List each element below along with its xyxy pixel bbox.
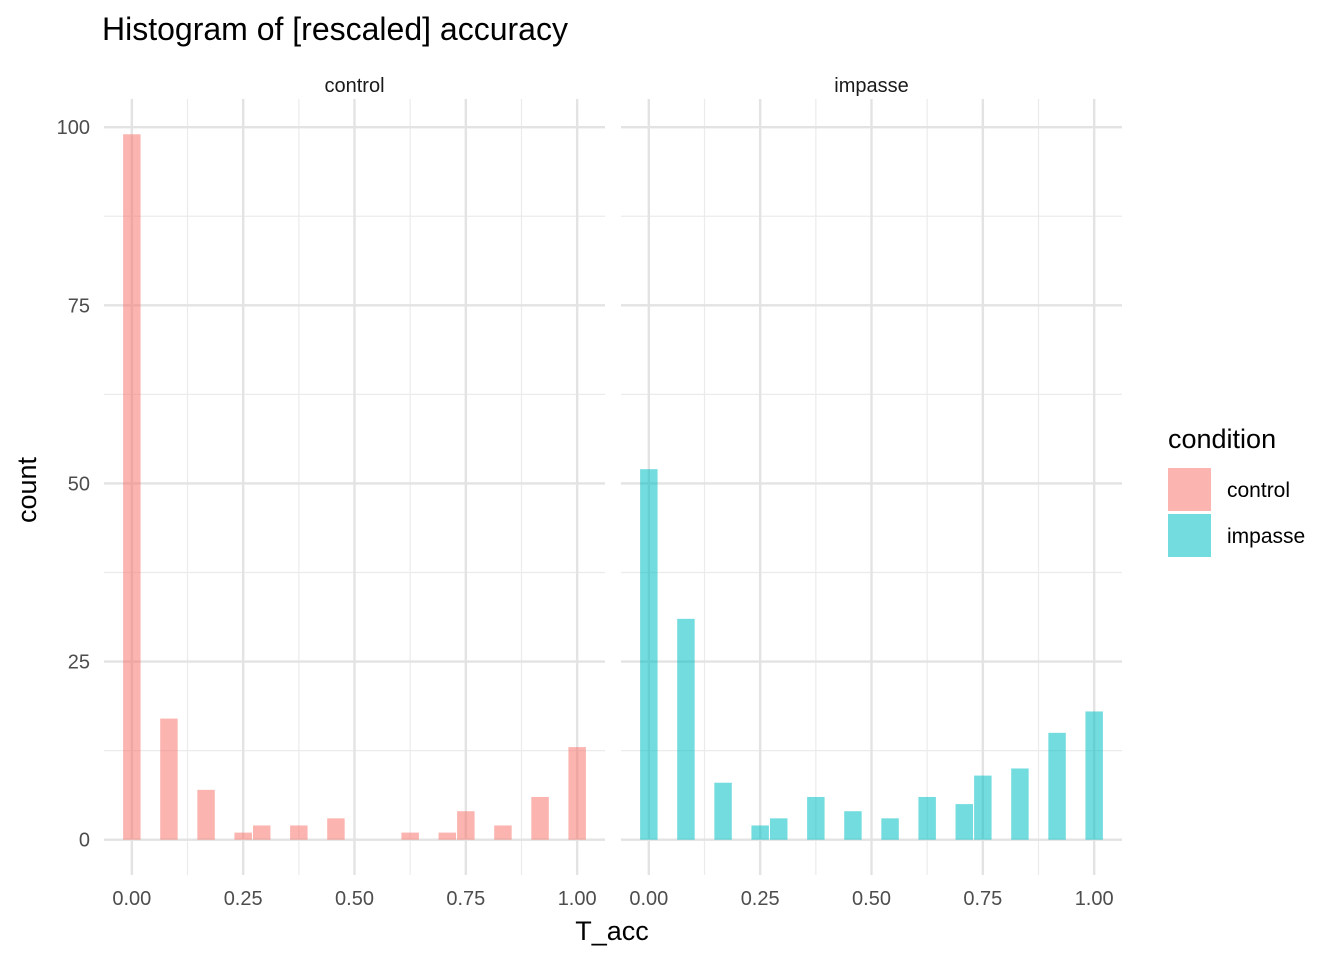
facet-label-control: control (324, 75, 384, 97)
histogram-bar (160, 718, 178, 840)
facet-panel-impasse: impasse 0.00 0.25 0.50 0.75 1.00 (621, 75, 1122, 910)
x-tick-label: 0.00 (629, 888, 668, 910)
histogram-bar (327, 818, 345, 840)
histogram-bar (290, 825, 308, 840)
x-tick-label: 0.50 (335, 888, 374, 910)
y-tick-label: 50 (68, 473, 90, 495)
histogram-bar (401, 832, 419, 840)
histogram-bar (770, 818, 788, 840)
legend-key-control (1168, 468, 1211, 511)
histogram-bar (955, 804, 973, 840)
x-tick-label: 0.75 (963, 888, 1002, 910)
histogram-bar (197, 789, 215, 840)
y-tick-label: 100 (57, 117, 90, 139)
chart-title: Histogram of [rescaled] accuracy (102, 11, 568, 47)
x-tick-label: 0.75 (446, 888, 485, 910)
facet-label-impasse: impasse (834, 75, 908, 97)
histogram-bar (714, 782, 732, 840)
legend-entries: control impasse (1168, 468, 1305, 557)
y-axis-label: count (12, 456, 42, 523)
histogram-bar (123, 134, 141, 840)
x-tick-label: 1.00 (558, 888, 597, 910)
histogram-bar (568, 747, 586, 840)
histogram-bar (234, 832, 252, 840)
x-axis-label: T_acc (575, 916, 649, 946)
histogram-bar (844, 811, 862, 840)
histogram-bar (1048, 732, 1066, 840)
x-tick-label: 0.50 (852, 888, 891, 910)
histogram-bar (677, 618, 695, 840)
histogram-bar (807, 796, 825, 840)
legend-label-control: control (1227, 479, 1290, 502)
x-tick-label: 0.25 (741, 888, 780, 910)
x-tick-label: 0.00 (112, 888, 151, 910)
histogram-bar (974, 775, 992, 840)
x-tick-label: 1.00 (1075, 888, 1114, 910)
facet-panel-control: control 0.00 0.25 0.50 0.75 1.00 (104, 75, 605, 910)
histogram-bar (881, 818, 899, 840)
histogram-bar (1085, 711, 1103, 840)
histogram-bar (1011, 768, 1029, 840)
legend-title: condition (1168, 424, 1276, 454)
y-tick-label: 25 (68, 652, 90, 674)
histogram-bar (918, 796, 936, 840)
facet-panels: control 0.00 0.25 0.50 0.75 1.00 impasse 0.00 0.… (57, 75, 1122, 910)
histogram-bar (253, 825, 271, 840)
histogram-bar (751, 825, 769, 840)
histogram-bar (457, 811, 475, 840)
histogram-bar (640, 469, 658, 840)
histogram-bar (438, 832, 456, 840)
y-tick-label: 0 (79, 830, 90, 852)
histogram-bar (531, 796, 549, 840)
x-tick-label: 0.25 (224, 888, 263, 910)
legend: condition control impasse (1168, 424, 1305, 557)
legend-label-impasse: impasse (1227, 525, 1305, 548)
y-tick-label: 75 (68, 295, 90, 317)
legend-key-impasse (1168, 514, 1211, 557)
histogram-bar (494, 825, 512, 840)
